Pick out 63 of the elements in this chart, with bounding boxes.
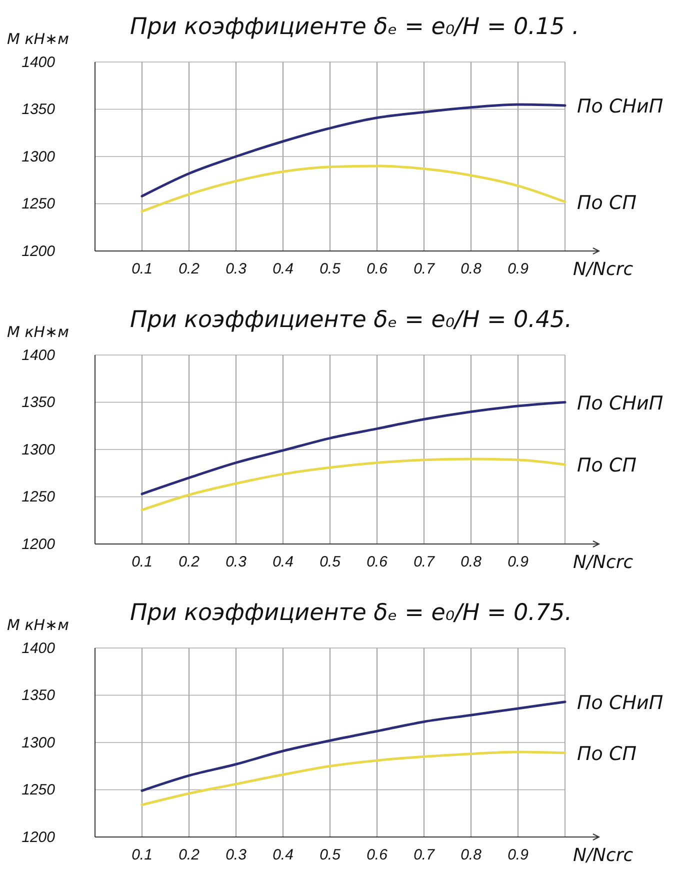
x-tick-label: 0.9 [508, 260, 530, 278]
x-axis-title: N/Ncrc [573, 552, 634, 573]
x-tick-label: 0.3 [226, 260, 248, 278]
y-tick-label: 1350 [22, 101, 56, 118]
y-tick-label: 1350 [22, 687, 56, 704]
y-tick-label: 1250 [22, 782, 56, 799]
x-tick-label: 0.5 [320, 554, 342, 571]
x-tick-label: 0.3 [226, 846, 248, 864]
chart-title: При коэффициенте δₑ = e₀/H = 0.15 . [130, 14, 580, 40]
x-tick-label: 0.1 [132, 554, 152, 571]
x-tick-label: 0.6 [366, 846, 388, 864]
y-tick-label: 1400 [22, 346, 56, 364]
x-tick-label: 0.8 [460, 554, 482, 571]
x-tick-label: 0.7 [414, 846, 436, 864]
series-label: По СП [577, 192, 637, 214]
x-tick-label: 0.9 [508, 846, 530, 864]
y-tick-label: 1300 [22, 148, 56, 166]
chart-title: При коэффициенте δₑ = e₀/H = 0.45. [130, 307, 572, 333]
series-label: По СП [577, 742, 637, 765]
x-tick-label: 0.9 [508, 554, 530, 571]
series-label: По СП [577, 454, 637, 477]
line-series [140, 458, 566, 512]
series-label: По СНиП [577, 692, 664, 714]
x-tick-label: 0.8 [460, 260, 482, 278]
y-tick-label: 1250 [22, 488, 56, 506]
y-tick-label: 1350 [22, 394, 56, 412]
y-tick-label: 1200 [22, 828, 56, 846]
x-tick-label: 0.7 [414, 554, 436, 571]
x-tick-label: 0.1 [132, 260, 152, 278]
y-axis-title: M кН∗м [7, 30, 69, 48]
x-tick-label: 0.6 [366, 260, 388, 278]
y-tick-label: 1200 [22, 242, 56, 260]
x-tick-label: 0.4 [272, 554, 294, 571]
y-tick-label: 1300 [22, 441, 56, 458]
y-tick-label: 1200 [22, 536, 56, 553]
x-tick-label: 0.2 [178, 846, 200, 864]
x-tick-label: 0.1 [132, 846, 152, 864]
x-tick-label: 0.5 [320, 846, 342, 864]
y-tick-label: 1400 [22, 54, 56, 71]
y-tick-label: 1400 [22, 640, 56, 657]
x-tick-label: 0.8 [460, 846, 482, 864]
line-series [140, 401, 566, 496]
chart-title: При коэффициенте δₑ = e₀/H = 0.75. [130, 600, 572, 626]
x-tick-label: 0.4 [272, 260, 294, 278]
x-tick-label: 0.4 [272, 846, 294, 864]
x-axis-title: N/Ncrc [573, 259, 634, 280]
x-axis-title: N/Ncrc [573, 845, 634, 866]
x-tick-label: 0.2 [178, 260, 200, 278]
x-tick-label: 0.3 [226, 554, 248, 571]
line-series [140, 750, 566, 806]
y-tick-label: 1250 [22, 196, 56, 213]
line-series [140, 700, 566, 792]
line-series [140, 103, 566, 198]
series-label: По СНиП [577, 95, 664, 118]
x-tick-label: 0.6 [366, 554, 388, 571]
line-series [140, 164, 566, 213]
y-tick-label: 1300 [22, 734, 56, 752]
x-tick-label: 0.5 [320, 260, 342, 278]
series-label: По СНиП [577, 392, 664, 414]
x-tick-label: 0.7 [414, 260, 436, 278]
x-tick-label: 0.2 [178, 554, 200, 571]
y-axis-title: M кН∗м [7, 323, 69, 341]
y-axis-title: M кН∗м [7, 616, 69, 634]
